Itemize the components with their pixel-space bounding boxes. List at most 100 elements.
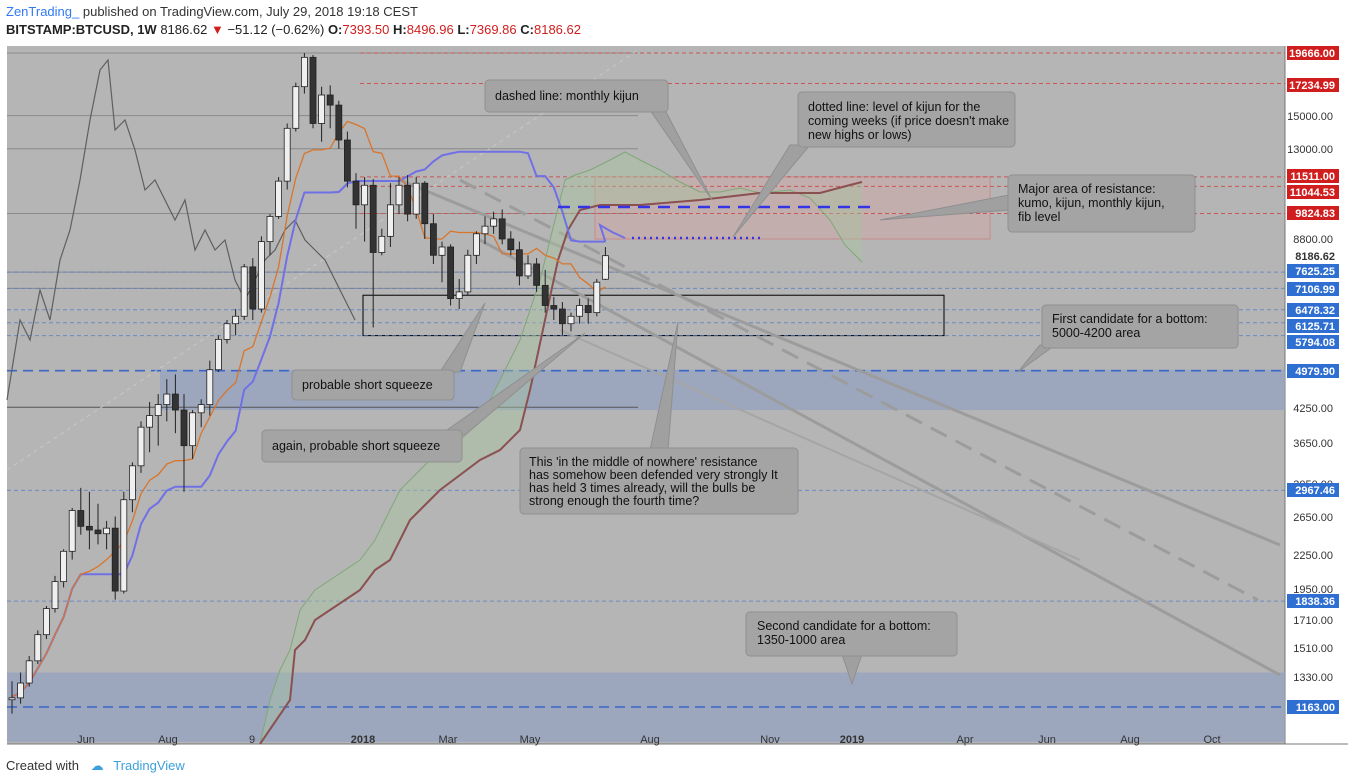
annotation-second-bottom[interactable] — [745, 611, 958, 657]
price-label-badge — [1287, 169, 1339, 183]
candle-body — [516, 249, 523, 277]
candle-body — [275, 180, 283, 217]
fib-trend-line — [6, 49, 639, 471]
price-label-text: 2967.46 — [1295, 485, 1335, 497]
price-label-text: 11511.00 — [1290, 171, 1335, 183]
price-tick-label: 13000.00 — [1287, 144, 1333, 156]
candle-body — [386, 204, 394, 237]
open-value: 7393.50 — [342, 22, 390, 37]
candle-body — [86, 525, 93, 531]
time-tick-label: May — [520, 734, 541, 746]
candle-body — [550, 305, 558, 310]
tradingview-cloud-icon: ☁ — [90, 758, 104, 773]
price-label-text: 6478.32 — [1295, 305, 1335, 317]
author-link[interactable]: ZenTrading_ — [6, 4, 80, 19]
price-tick-label: 3650.00 — [1293, 438, 1333, 450]
price-label-badge — [1287, 335, 1339, 349]
kijun-sen-projection — [598, 222, 626, 242]
time-tick-label: Aug — [640, 734, 660, 746]
candle-body — [378, 235, 386, 253]
symbol-ohlc-header: BITSTAMP:BTCUSD, 1W 8186.62 ▼ −51.12 (−0… — [6, 22, 581, 37]
candle-body — [524, 263, 532, 277]
candle-body — [464, 254, 472, 293]
candle-body — [421, 182, 429, 225]
price-label-text: 7106.99 — [1295, 284, 1335, 296]
candle-body — [163, 393, 171, 405]
annotation-text: 5000-4200 area — [1052, 326, 1140, 340]
annotation-nowhere-resistance[interactable] — [519, 447, 799, 515]
time-tick-label: 9 — [249, 734, 255, 746]
price-label-text: 7625.25 — [1295, 266, 1335, 278]
annotation-short-squeeze[interactable] — [291, 369, 455, 401]
downtrend-channel-line — [559, 329, 1081, 561]
candle-body — [223, 323, 231, 340]
candle-body — [180, 409, 188, 447]
candle-body — [249, 266, 257, 310]
candle-body — [335, 104, 343, 141]
price-tick-label: 1950.00 — [1293, 584, 1333, 596]
candle-body — [541, 284, 549, 306]
candle-body — [120, 499, 128, 592]
candle-body — [43, 608, 50, 636]
time-tick-label: 2018 — [351, 734, 375, 746]
candle-body — [309, 56, 317, 124]
price-label-badge — [1287, 282, 1339, 296]
close-value: 8186.62 — [533, 22, 581, 37]
candle-body — [507, 238, 515, 251]
downtrend-channel-line — [479, 238, 1281, 677]
candle-body — [404, 184, 412, 215]
price-label-badge — [1287, 264, 1339, 278]
annotation-text: probable short squeeze — [302, 378, 433, 392]
price-label-badge — [1287, 46, 1339, 60]
candle-body — [266, 216, 274, 243]
annotation-text: dashed line: monthly kijun — [495, 89, 639, 103]
annotation-text: again, probable short squeeze — [272, 439, 440, 453]
price-label-badge — [1287, 364, 1339, 378]
high-value: 8496.96 — [406, 22, 454, 37]
candle-body — [318, 94, 326, 124]
created-with-text: Created with — [6, 758, 79, 773]
time-tick-label: Apr — [956, 734, 973, 746]
annotation-text: has held 3 times already, will the bulls… — [529, 481, 755, 495]
candle-body — [232, 315, 240, 325]
candle-body — [137, 426, 145, 467]
price-label-text: 6125.71 — [1295, 321, 1335, 333]
candle-body — [34, 634, 42, 662]
price-label-badge — [1287, 185, 1339, 199]
annotation-monthly-kijun[interactable] — [484, 79, 669, 113]
annotation-text: dotted line: level of kijun for the — [808, 100, 980, 114]
annotation-major-resistance[interactable] — [1007, 174, 1196, 233]
second-bottom-zone — [7, 672, 1285, 742]
senkou-span-b-line — [259, 181, 863, 745]
annotation-dotted-kijun[interactable] — [797, 91, 1016, 148]
candle-body — [584, 305, 592, 314]
symbol-label[interactable]: BITSTAMP:BTCUSD, 1W — [6, 22, 157, 37]
price-tick-label: 2650.00 — [1293, 512, 1333, 524]
candle-body — [472, 233, 480, 256]
price-label-text: 4979.90 — [1295, 366, 1335, 378]
time-tick-label: Oct — [1203, 734, 1220, 746]
candle-body — [189, 412, 197, 447]
candle-body — [257, 241, 265, 310]
candle-body — [60, 550, 67, 583]
price-tick-label: 1330.00 — [1293, 672, 1333, 684]
annotation-text: coming weeks (if price doesn't make — [808, 114, 1009, 128]
price-axis-panel — [1285, 46, 1348, 744]
annotation-first-bottom[interactable] — [1041, 304, 1239, 349]
candle-body — [559, 308, 566, 325]
tradingview-brand-link[interactable]: TradingView — [113, 758, 185, 773]
price-tick-label: 15000.00 — [1287, 111, 1333, 123]
candle-body — [94, 529, 102, 535]
price-tick-label: 1510.00 — [1293, 643, 1333, 655]
annotation-short-squeeze-2[interactable] — [261, 429, 463, 463]
last-price: 8186.62 — [160, 22, 208, 37]
candle-body — [300, 56, 308, 88]
candle-body — [395, 184, 403, 206]
price-label-badge — [1287, 319, 1339, 333]
chart-publish-header: ZenTrading_ published on TradingView.com… — [6, 4, 418, 19]
candle-body — [429, 223, 437, 256]
annotation-text: Major area of resistance: — [1018, 182, 1156, 196]
candle-body — [455, 291, 463, 299]
low-value: 7369.86 — [469, 22, 517, 37]
